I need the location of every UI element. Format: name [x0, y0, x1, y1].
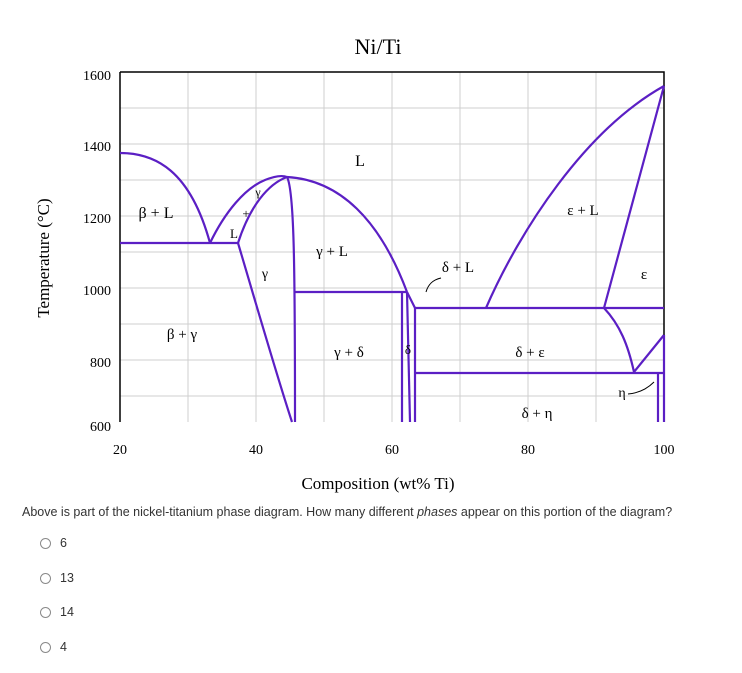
radio-button[interactable]	[40, 606, 51, 618]
label-epsilon-l: ε + L	[567, 203, 598, 219]
y-tick-label: 1600	[83, 69, 111, 84]
label-l-top: L	[355, 153, 365, 170]
label-plus-small: +	[242, 206, 249, 221]
y-tick-labels: 1600 1400 1200 1000 800 600	[83, 69, 111, 435]
label-eta: η	[618, 386, 625, 401]
label-gamma-l: γ + L	[315, 244, 348, 260]
label-beta-gamma: β + γ	[167, 327, 198, 343]
question-text: Above is part of the nickel-titanium pha…	[22, 505, 737, 519]
answer-option[interactable]: 6	[40, 536, 67, 550]
x-tick-label: 40	[249, 443, 263, 458]
y-tick-label: 1400	[83, 140, 111, 155]
label-delta: δ	[405, 342, 411, 357]
y-tick-label: 800	[90, 356, 111, 371]
y-tick-label: 1200	[83, 212, 111, 227]
phase-boundaries	[119, 85, 666, 423]
x-tick-labels: 20 40 60 80 100	[113, 443, 675, 458]
label-delta-epsilon: δ + ε	[515, 345, 544, 361]
phase-diagram: Ni/Ti Composition (wt% Ti) Temperature (…	[34, 34, 675, 493]
phase-region-labels: L β + L γ + L γ γ + L δ + L ε + L ε β + …	[139, 153, 648, 422]
y-tick-label: 1000	[83, 284, 111, 299]
radio-button[interactable]	[40, 537, 51, 549]
grid	[120, 72, 664, 422]
x-tick-label: 80	[521, 443, 535, 458]
question-text-after: appear on this portion of the diagram?	[457, 505, 673, 519]
label-gamma-region: γ	[261, 267, 268, 282]
option-label: 6	[60, 536, 67, 550]
option-label: 13	[60, 571, 74, 585]
question-emphasis: phases	[417, 505, 458, 519]
x-tick-label: 100	[654, 443, 675, 458]
delta-l-pointer	[425, 277, 442, 293]
question-text-before: Above is part of the nickel-titanium pha…	[22, 505, 418, 519]
y-axis-label: Temperature (°C)	[34, 198, 53, 317]
x-tick-label: 60	[385, 443, 399, 458]
y-tick-label: 600	[90, 420, 111, 435]
label-delta-l: δ + L	[442, 260, 474, 276]
label-l-small: L	[230, 226, 238, 241]
label-delta-eta: δ + η	[522, 406, 553, 422]
label-epsilon: ε	[641, 267, 647, 283]
option-label: 14	[60, 605, 74, 619]
label-gamma-delta: γ + δ	[333, 345, 364, 361]
x-axis-label: Composition (wt% Ti)	[301, 474, 454, 493]
label-pointers	[425, 277, 655, 395]
eta-pointer	[627, 381, 655, 395]
label-gamma-small: γ	[254, 185, 261, 199]
radio-button[interactable]	[40, 641, 51, 653]
label-beta-l: β + L	[139, 205, 174, 222]
answer-option[interactable]: 4	[40, 640, 67, 654]
radio-button[interactable]	[40, 572, 51, 584]
plot-frame	[119, 71, 665, 422]
diagram-title: Ni/Ti	[355, 34, 402, 59]
answer-option[interactable]: 14	[40, 605, 74, 619]
answer-option[interactable]: 13	[40, 571, 74, 585]
option-label: 4	[60, 640, 67, 654]
x-tick-label: 20	[113, 443, 127, 458]
